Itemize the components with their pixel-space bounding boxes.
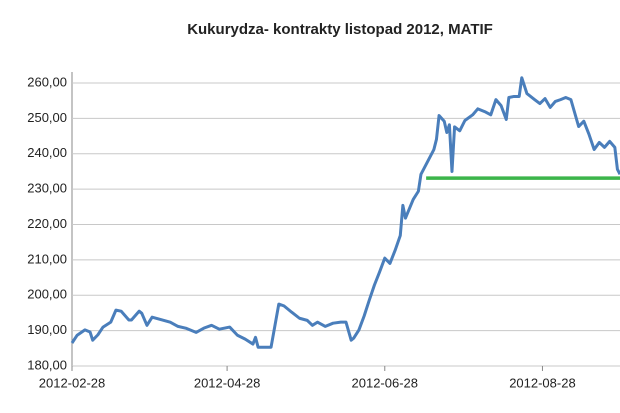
y-tick-label: 200,00 [27, 287, 67, 302]
y-tick-label: 220,00 [27, 216, 67, 231]
x-tick-label: 2012-04-28 [194, 375, 261, 390]
x-tick-label: 2012-08-28 [509, 375, 576, 390]
y-tick-label: 210,00 [27, 251, 67, 266]
x-tick-label: 2012-02-28 [39, 375, 106, 390]
data-line [70, 76, 620, 349]
y-tick-label: 230,00 [27, 181, 67, 196]
y-tick-label: 240,00 [27, 145, 67, 160]
x-tick-label: 2012-06-28 [352, 375, 419, 390]
y-tick-label: 250,00 [27, 110, 67, 125]
y-tick-label: 260,00 [27, 74, 67, 89]
y-tick-label: 180,00 [27, 357, 67, 372]
chart-title: Kukurydza- kontrakty listopad 2012, MATI… [187, 21, 493, 38]
y-tick-label: 190,00 [27, 322, 67, 337]
